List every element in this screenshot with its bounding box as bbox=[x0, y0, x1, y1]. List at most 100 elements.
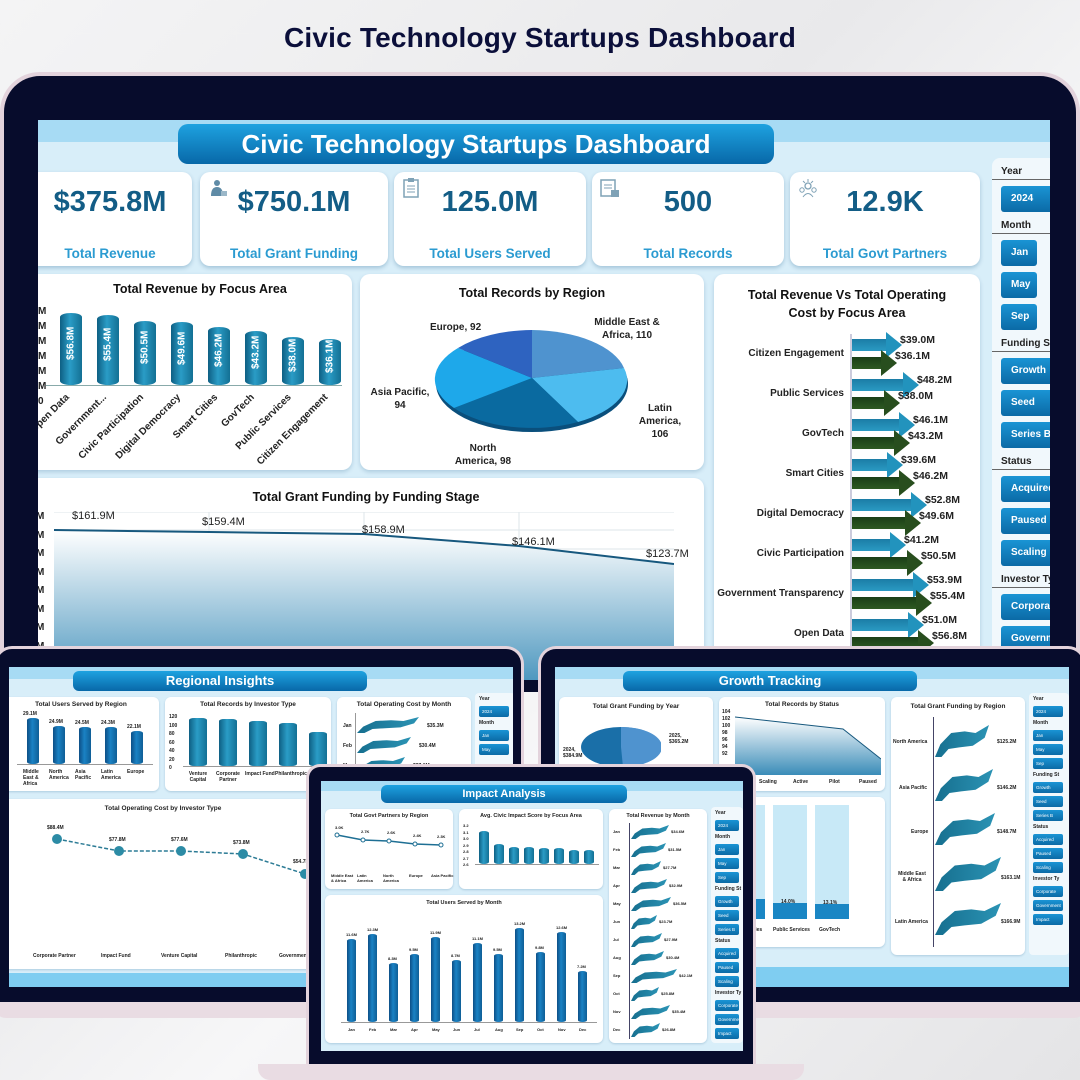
slicer-status[interactable]: Acquired bbox=[1033, 834, 1063, 845]
slicer-status-acquired[interactable]: Acquired bbox=[1001, 476, 1050, 502]
operating-cost-arrow[interactable] bbox=[852, 492, 927, 518]
operating-cost-arrow[interactable] bbox=[852, 452, 903, 478]
area-plot[interactable] bbox=[54, 512, 674, 680]
revenue-arrow[interactable] bbox=[852, 350, 897, 376]
bar[interactable]: $38.0M bbox=[282, 337, 304, 385]
bar[interactable] bbox=[557, 932, 566, 1022]
revenue-wave-bar[interactable] bbox=[631, 915, 657, 929]
slicer-month[interactable]: May bbox=[479, 744, 509, 755]
bar[interactable]: $43.2M bbox=[245, 331, 267, 385]
revenue-wave-bar[interactable] bbox=[631, 897, 671, 911]
impact-analysis-screen: Impact Analysis Total Govt Partners by R… bbox=[321, 781, 743, 1051]
slicer-year[interactable]: 2024 bbox=[479, 706, 509, 717]
kpi-value: 125.0M bbox=[441, 186, 539, 218]
slicer-funding[interactable]: Seed bbox=[715, 910, 739, 921]
slicer-month-jan[interactable]: Jan bbox=[1001, 240, 1037, 266]
arrow-row: Public Services $48.2M $38.0M bbox=[714, 372, 984, 416]
slicer-status[interactable]: Scaling bbox=[1033, 862, 1063, 873]
slicer-funding[interactable]: Growth bbox=[715, 896, 739, 907]
slicer-status[interactable]: Acquired bbox=[715, 948, 739, 959]
slicer-month[interactable]: Jan bbox=[479, 730, 509, 741]
chart-operating-cost-by-investor-type: Total Operating Cost by Investor Type $8… bbox=[9, 799, 323, 969]
bar[interactable] bbox=[368, 934, 377, 1022]
slicer-investor[interactable]: Corporate bbox=[715, 1000, 739, 1011]
slicer-month[interactable]: May bbox=[715, 858, 739, 869]
operating-cost-arrow[interactable] bbox=[852, 612, 924, 638]
revenue-wave-bar[interactable] bbox=[631, 843, 666, 857]
slicer-month[interactable]: Jan bbox=[715, 844, 739, 855]
slicer-year-2024[interactable]: 2024 bbox=[1001, 186, 1050, 212]
slicer-month[interactable]: Jan bbox=[1033, 730, 1063, 741]
pie-label: North America, 98 bbox=[454, 443, 512, 467]
revenue-wave-bar[interactable] bbox=[631, 951, 664, 965]
growth-banner: Growth Tracking bbox=[623, 671, 917, 691]
slicer-month[interactable]: May bbox=[1033, 744, 1063, 755]
bar[interactable]: $49.6M bbox=[171, 322, 193, 385]
slicer-status-paused[interactable]: Paused bbox=[1001, 508, 1050, 534]
slicer-investor[interactable]: Impact bbox=[1033, 914, 1063, 925]
slicer-investor-corporate[interactable]: Corporate bbox=[1001, 594, 1050, 620]
bar[interactable] bbox=[578, 971, 587, 1022]
slicer-investor[interactable]: Government bbox=[715, 1014, 739, 1025]
slicer-year[interactable]: 2024 bbox=[1033, 706, 1063, 717]
slicer-funding[interactable]: Growth bbox=[1033, 782, 1063, 793]
slicer-investor[interactable]: Impact bbox=[715, 1028, 739, 1039]
revenue-wave-bar[interactable] bbox=[631, 1005, 670, 1019]
bar[interactable] bbox=[389, 963, 398, 1022]
slicer-status[interactable]: Paused bbox=[1033, 848, 1063, 859]
operating-cost-arrow[interactable] bbox=[852, 532, 906, 558]
bar[interactable] bbox=[536, 952, 545, 1022]
slicer-month[interactable]: Sep bbox=[1033, 758, 1063, 769]
bar[interactable]: $50.5M bbox=[134, 321, 156, 385]
bar[interactable]: $46.2M bbox=[208, 327, 230, 385]
chart-users-served-by-month: Total Users Served by Month 11.6M Jan 12.3… bbox=[325, 895, 603, 1043]
slicer-funding-seed[interactable]: Seed bbox=[1001, 390, 1050, 416]
value-label: $46.2M bbox=[913, 470, 949, 482]
clipboard-icon bbox=[402, 178, 420, 198]
bar[interactable] bbox=[410, 954, 419, 1022]
revenue-arrow[interactable] bbox=[852, 510, 921, 536]
revenue-wave-bar[interactable] bbox=[631, 879, 667, 893]
bar[interactable] bbox=[347, 939, 356, 1022]
revenue-wave-bar[interactable] bbox=[631, 987, 659, 1001]
kpi-label: Total Grant Funding bbox=[230, 246, 358, 261]
slicer-status[interactable]: Paused bbox=[715, 962, 739, 973]
slicer-funding[interactable]: Series B bbox=[715, 924, 739, 935]
slicer-month[interactable]: Sep bbox=[715, 872, 739, 883]
slicer-month-sep[interactable]: Sep bbox=[1001, 304, 1037, 330]
revenue-wave-bar[interactable] bbox=[631, 825, 669, 839]
slicer-investor[interactable]: Government bbox=[1033, 900, 1063, 911]
slicer-funding-series-b[interactable]: Series B bbox=[1001, 422, 1050, 448]
revenue-wave-bar[interactable] bbox=[631, 861, 661, 875]
pie-chart[interactable] bbox=[434, 326, 630, 436]
bar[interactable] bbox=[515, 928, 524, 1022]
slicer-month-may[interactable]: May bbox=[1001, 272, 1037, 298]
impact-laptop-frame: Impact Analysis Total Govt Partners by R… bbox=[306, 764, 756, 1064]
bar[interactable] bbox=[452, 960, 461, 1022]
revenue-wave-bar[interactable] bbox=[631, 1023, 660, 1037]
regional-banner: Regional Insights bbox=[73, 671, 367, 691]
value-label: $53.9M bbox=[927, 574, 963, 586]
bar[interactable] bbox=[473, 943, 482, 1022]
revenue-arrow[interactable] bbox=[852, 470, 915, 496]
bar[interactable] bbox=[431, 937, 440, 1022]
slicer-year[interactable]: 2024 bbox=[715, 820, 739, 831]
kpi-label: Total Records bbox=[643, 246, 733, 261]
revenue-arrow[interactable] bbox=[852, 590, 932, 616]
bar[interactable]: $36.1M bbox=[319, 339, 341, 385]
slicer-status[interactable]: Scaling bbox=[715, 976, 739, 987]
slicer-funding[interactable]: Seed bbox=[1033, 796, 1063, 807]
slicer-funding[interactable]: Series B bbox=[1033, 810, 1063, 821]
operating-cost-arrow[interactable] bbox=[852, 372, 919, 398]
bar[interactable]: $56.8M bbox=[60, 313, 82, 385]
bar[interactable]: $55.4M bbox=[97, 315, 119, 385]
revenue-arrow[interactable] bbox=[852, 430, 910, 456]
revenue-wave-bar[interactable] bbox=[631, 969, 677, 983]
revenue-arrow[interactable] bbox=[852, 550, 923, 576]
revenue-wave-bar[interactable] bbox=[631, 933, 662, 947]
revenue-arrow[interactable] bbox=[852, 390, 900, 416]
slicer-investor[interactable]: Corporate bbox=[1033, 886, 1063, 897]
slicer-funding-growth[interactable]: Growth bbox=[1001, 358, 1050, 384]
bar[interactable] bbox=[494, 954, 503, 1022]
slicer-status-scaling[interactable]: Scaling bbox=[1001, 540, 1050, 566]
